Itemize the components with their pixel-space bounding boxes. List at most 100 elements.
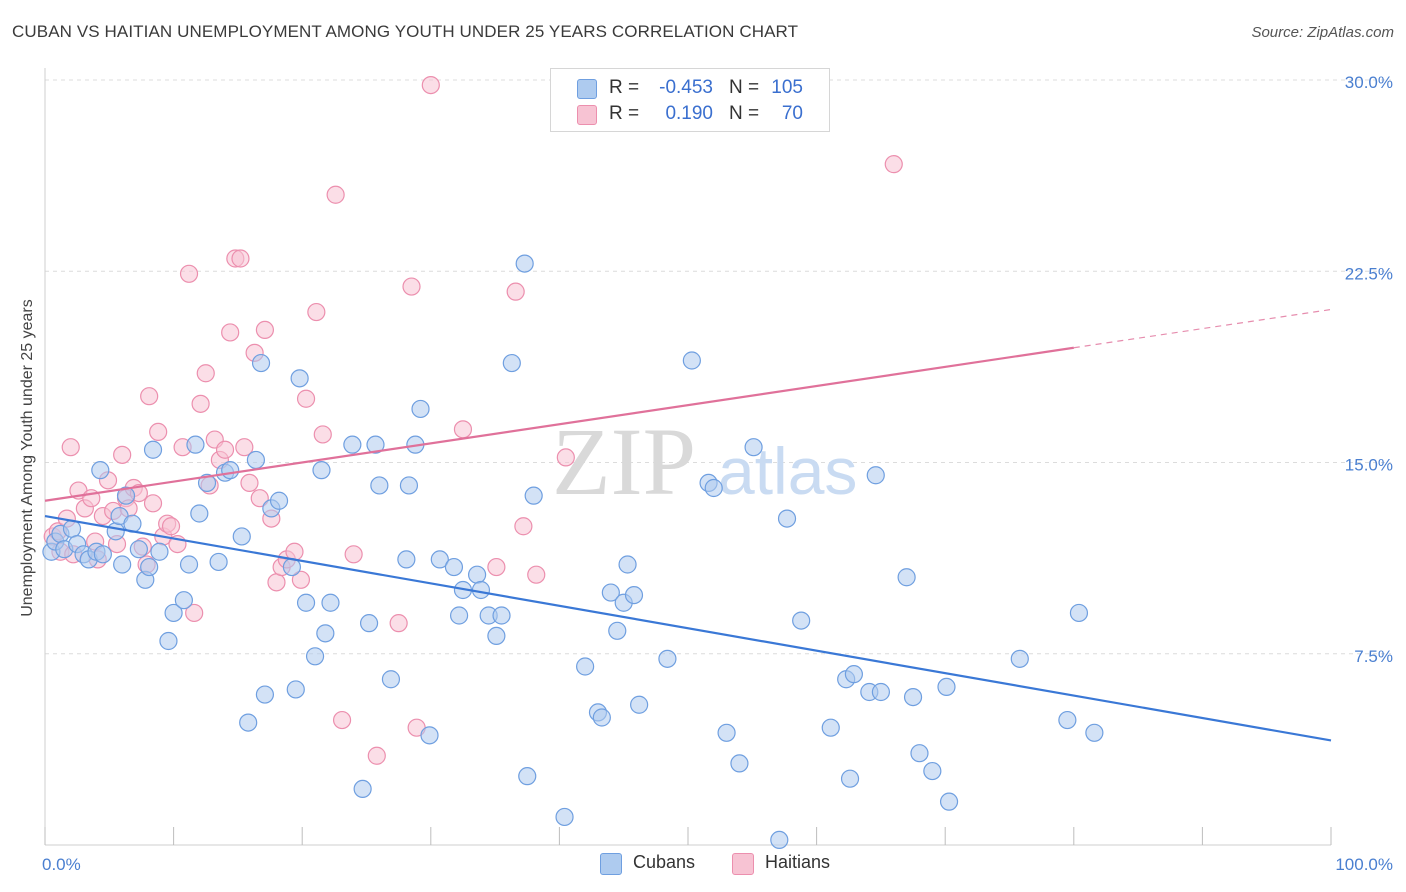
cuban-point bbox=[174, 591, 193, 610]
cuban-point bbox=[286, 680, 305, 699]
haitian-point bbox=[313, 425, 332, 444]
cuban-point bbox=[492, 606, 511, 625]
gridlines bbox=[45, 79, 1391, 655]
cuban-point bbox=[939, 792, 959, 811]
haitian-point bbox=[143, 494, 163, 513]
cuban-point bbox=[618, 555, 637, 574]
cubans-legend-swatch bbox=[600, 853, 622, 875]
cuban-point bbox=[316, 624, 335, 643]
n-value: 105 bbox=[771, 77, 803, 98]
haitian-point bbox=[235, 438, 254, 457]
cuban-point bbox=[140, 557, 159, 577]
haitian-point bbox=[140, 387, 159, 406]
haitian-point bbox=[255, 320, 275, 339]
cuban-point bbox=[190, 504, 209, 523]
haitian-point bbox=[367, 746, 386, 765]
cuban-point bbox=[866, 466, 885, 485]
chart-title: CUBAN VS HAITIAN UNEMPLOYMENT AMONG YOUT… bbox=[12, 22, 799, 41]
cuban-point bbox=[871, 682, 891, 702]
cuban-point bbox=[221, 461, 240, 480]
haitian-point bbox=[389, 614, 408, 633]
cuban-point bbox=[515, 254, 534, 273]
haitian-point bbox=[185, 603, 204, 623]
cuban-point bbox=[113, 555, 132, 574]
cuban-point bbox=[630, 695, 649, 714]
haitian-point bbox=[231, 249, 250, 268]
cuban-point bbox=[106, 522, 125, 541]
correlation-legend: R = -0.453 N = 105 R = 0.190 N = 70 bbox=[550, 68, 830, 132]
cuban-point bbox=[296, 593, 316, 612]
cuban-point bbox=[821, 718, 840, 737]
cuban-point bbox=[353, 779, 372, 799]
cuban-point bbox=[370, 476, 389, 495]
cuban-point bbox=[592, 708, 611, 727]
cuban-point bbox=[164, 603, 183, 623]
tick-labels: 7.5% 15.0% 22.5% 30.0% 0.0% 100.0% bbox=[42, 73, 1393, 874]
cuban-point bbox=[487, 626, 506, 646]
cuban-point bbox=[381, 670, 401, 689]
haitian-point bbox=[113, 445, 132, 464]
cuban-point bbox=[143, 440, 163, 459]
haitian-point bbox=[179, 264, 199, 283]
cuban-point bbox=[449, 606, 469, 625]
y-tick-label: 30.0% bbox=[1345, 73, 1393, 92]
cuban-point bbox=[251, 353, 271, 373]
haitian-point bbox=[196, 364, 215, 383]
cuban-point bbox=[897, 568, 916, 587]
cuban-point bbox=[840, 769, 860, 788]
cuban-point bbox=[1069, 603, 1089, 623]
cuban-point bbox=[608, 621, 627, 640]
chart-source: Source: ZipAtlas.com bbox=[1251, 24, 1394, 41]
r-label: R = bbox=[609, 77, 640, 98]
y-tick-label: 7.5% bbox=[1354, 647, 1393, 666]
haitian-point bbox=[161, 517, 181, 536]
haitian-point bbox=[267, 573, 286, 592]
cuban-point bbox=[246, 450, 266, 470]
cuban-point bbox=[397, 550, 416, 569]
axes bbox=[44, 68, 1332, 846]
cuban-point bbox=[150, 542, 169, 561]
r-value: -0.453 bbox=[659, 77, 713, 98]
n-label: N = bbox=[729, 77, 760, 98]
haitian-point bbox=[307, 302, 326, 322]
cuban-point bbox=[1085, 723, 1104, 742]
cuban-point bbox=[312, 461, 331, 480]
haitian-point bbox=[221, 323, 240, 342]
y-tick-label: 22.5% bbox=[1345, 264, 1393, 283]
cuban-point bbox=[601, 583, 620, 602]
cuban-point bbox=[116, 486, 136, 505]
cuban-point bbox=[444, 557, 464, 577]
cuban-point bbox=[366, 435, 385, 454]
x-tick-label: 0.0% bbox=[42, 855, 81, 874]
cubans-swatch bbox=[577, 79, 597, 99]
haitian-point bbox=[514, 517, 533, 536]
haitians-series bbox=[43, 75, 903, 765]
haitian-point bbox=[506, 282, 525, 301]
cuban-point bbox=[770, 830, 789, 850]
cuban-point bbox=[159, 631, 178, 651]
haitians-trend-line bbox=[44, 346, 1074, 502]
n-label: N = bbox=[729, 103, 760, 124]
cubans-legend-label: Cubans bbox=[633, 852, 696, 872]
n-value: 70 bbox=[781, 103, 803, 124]
haitian-point bbox=[61, 438, 80, 457]
cuban-point bbox=[343, 435, 362, 454]
cuban-point bbox=[411, 399, 430, 419]
cuban-point bbox=[704, 478, 723, 498]
cuban-point bbox=[239, 713, 258, 732]
cuban-point bbox=[197, 473, 217, 492]
haitian-point bbox=[326, 185, 345, 204]
watermark-atlas: atlas bbox=[718, 434, 857, 508]
cuban-point bbox=[555, 807, 574, 827]
x-tick-label: 100.0% bbox=[1335, 855, 1393, 874]
cuban-point bbox=[682, 351, 701, 370]
r-label: R = bbox=[609, 103, 640, 124]
cuban-point bbox=[321, 593, 340, 612]
haitian-point bbox=[487, 557, 506, 577]
cuban-point bbox=[937, 677, 956, 697]
y-tick-label: 15.0% bbox=[1345, 456, 1393, 475]
cuban-point bbox=[844, 665, 863, 684]
cuban-point bbox=[1010, 649, 1029, 668]
cuban-point bbox=[255, 685, 275, 704]
